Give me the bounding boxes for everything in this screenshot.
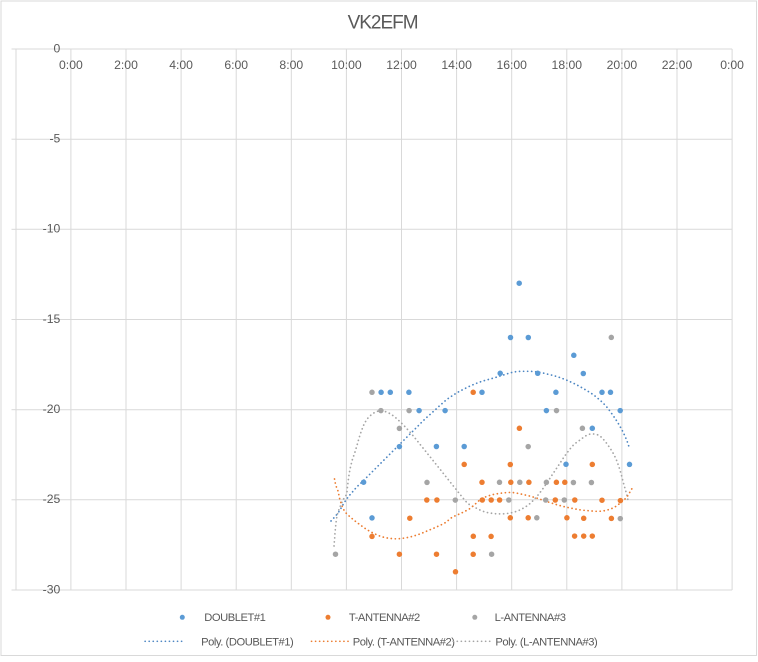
- svg-text:4:00: 4:00: [169, 58, 193, 72]
- svg-text:8:00: 8:00: [279, 58, 303, 72]
- svg-text:20:00: 20:00: [607, 58, 638, 72]
- svg-text:Poly. (DOUBLET#1): Poly. (DOUBLET#1): [201, 636, 294, 648]
- svg-text:-20: -20: [43, 402, 61, 416]
- svg-text:22:00: 22:00: [662, 58, 693, 72]
- svg-text:2:00: 2:00: [114, 58, 138, 72]
- svg-text:Poly. (T-ANTENNA#2): Poly. (T-ANTENNA#2): [353, 636, 456, 648]
- svg-text:16:00: 16:00: [496, 58, 527, 72]
- svg-text:DOUBLET#1: DOUBLET#1: [204, 612, 265, 624]
- svg-text:T-ANTENNA#2: T-ANTENNA#2: [349, 612, 420, 624]
- svg-text:12:00: 12:00: [386, 58, 417, 72]
- svg-text:14:00: 14:00: [441, 58, 472, 72]
- svg-text:-5: -5: [49, 132, 60, 146]
- svg-text:10:00: 10:00: [331, 58, 362, 72]
- svg-text:Poly. (L-ANTENNA#3): Poly. (L-ANTENNA#3): [495, 636, 598, 648]
- svg-text:L-ANTENNA#3: L-ANTENNA#3: [495, 612, 566, 624]
- svg-text:-25: -25: [43, 492, 61, 506]
- svg-text:0: 0: [54, 41, 61, 55]
- svg-text:18:00: 18:00: [552, 58, 583, 72]
- svg-text:-15: -15: [43, 312, 61, 326]
- svg-text:0:00: 0:00: [59, 58, 83, 72]
- svg-text:-30: -30: [43, 582, 61, 596]
- svg-text:VK2EFM: VK2EFM: [348, 13, 418, 34]
- svg-text:0:00: 0:00: [720, 58, 744, 72]
- svg-text:6:00: 6:00: [224, 58, 248, 72]
- svg-text:-10: -10: [43, 222, 61, 236]
